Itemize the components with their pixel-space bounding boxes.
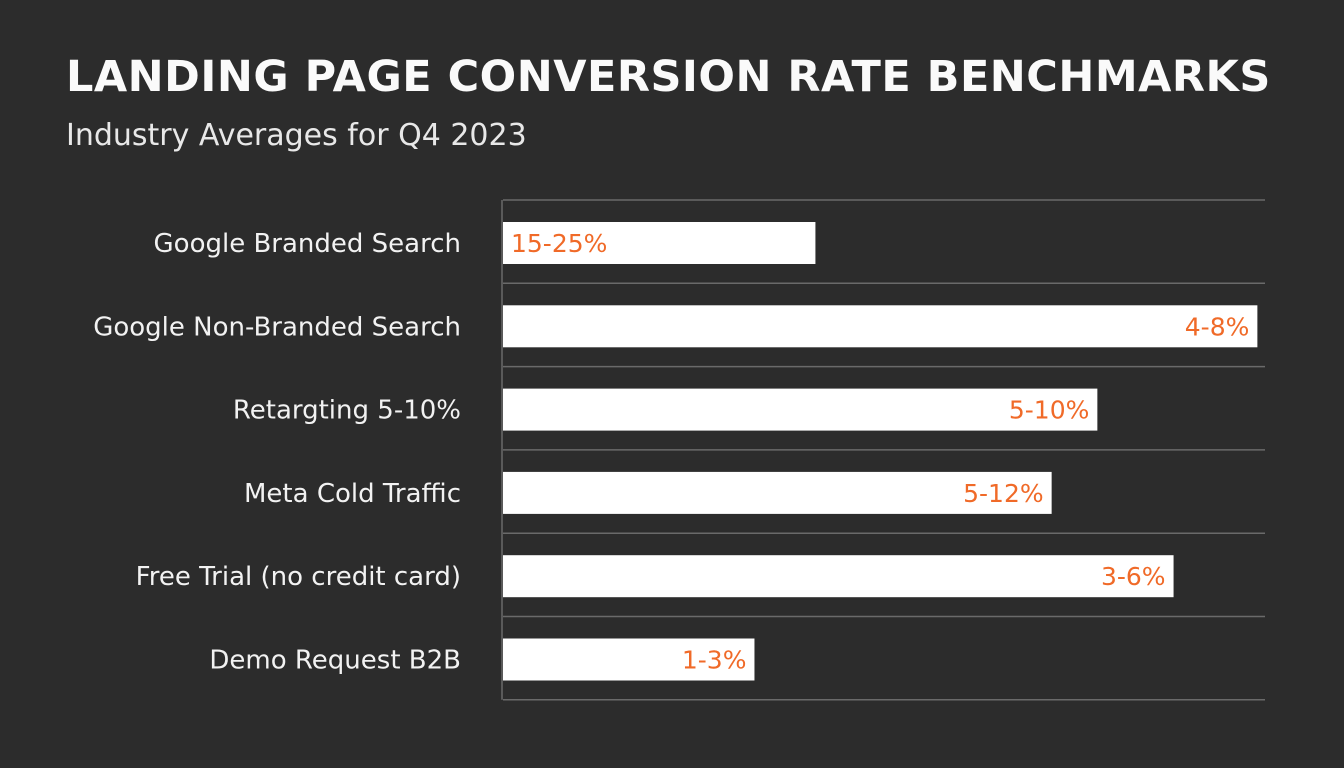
category-label: Demo Request B2B (209, 646, 461, 676)
bar (503, 305, 1258, 348)
chart-title: LANDING PAGE CONVERSION RATE BENCHMARKS (66, 52, 1271, 102)
data-label: 5-10% (1009, 396, 1090, 425)
bar (503, 471, 1052, 514)
category-label: Free Trial (no credit card) (136, 562, 461, 592)
data-label: 1-3% (682, 646, 747, 675)
chart-subtitle: Industry Averages for Q4 2023 (66, 118, 527, 153)
data-label: 5-12% (963, 479, 1044, 508)
data-label: 15-25% (511, 229, 607, 258)
data-label: 4-8% (1185, 312, 1250, 341)
bar (503, 555, 1174, 598)
data-label: 3-6% (1101, 562, 1166, 591)
category-label: Retargting 5-10% (233, 396, 461, 426)
category-label: Google Non-Branded Search (93, 312, 461, 342)
bar (503, 388, 1098, 431)
bar (503, 638, 755, 681)
category-label: Google Branded Search (154, 229, 461, 259)
category-label: Meta Cold Traffic (244, 479, 461, 509)
bar (503, 222, 816, 264)
